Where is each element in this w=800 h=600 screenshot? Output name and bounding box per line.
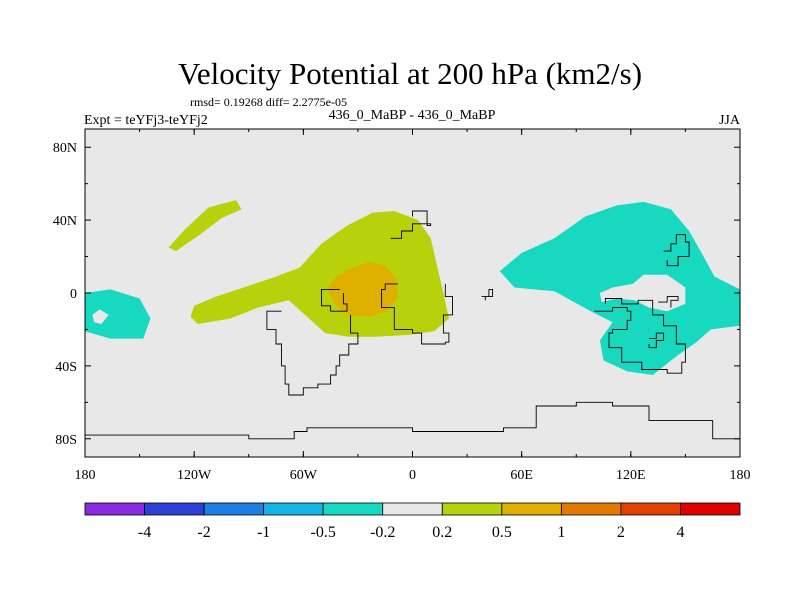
background-hole-east-pacific: [92, 309, 109, 324]
colorbar-box-6: [441, 502, 503, 516]
positive-region-south-america: [327, 262, 398, 317]
colorbar: [84, 502, 741, 516]
coastline-9: [481, 288, 494, 301]
coastline-4: [390, 210, 432, 239]
negative-region-dateline: [85, 289, 151, 339]
y-tick-label-0: 80N: [53, 141, 77, 156]
colorbar-box-7: [501, 502, 562, 516]
x-tick-label-4: 60E: [510, 468, 533, 483]
x-tick-labels: 180 120W 60W 0 60E 120E 180: [75, 468, 751, 483]
center-header: 436_0_MaBP - 436_0_MaBP: [329, 108, 496, 123]
colorbar-box-9: [620, 502, 681, 516]
positive-region-north-pacific: [168, 200, 242, 252]
right-header: JJA: [719, 113, 741, 128]
colorbar-box-1: [144, 502, 205, 516]
colorbar-box-8: [560, 502, 622, 516]
coastline-1: [266, 310, 359, 396]
stats-line: rmsd= 0.19268 diff= 2.2775e-05: [190, 95, 347, 109]
colorbar-label-0: -4: [138, 524, 151, 541]
coastline-layer: [85, 210, 740, 440]
colorbar-label-1: -2: [197, 524, 210, 541]
coastline-8: [658, 296, 679, 308]
y-tick-label-2: 0: [70, 287, 77, 302]
contour-fill-layer: [85, 200, 740, 375]
y-tick-label-3: 40S: [55, 360, 77, 375]
x-tick-label-3: 0: [409, 468, 416, 483]
axis-ticks: [84, 129, 741, 457]
x-tick-label-1: 120W: [177, 468, 212, 483]
x-tick-label-2: 60W: [290, 468, 318, 483]
colorbar-labels: -4 -2 -1 -0.5 -0.2 0.2 0.5 1 2 4: [138, 524, 685, 541]
colorbar-label-4: -0.2: [370, 524, 395, 541]
y-tick-label-1: 40N: [53, 214, 77, 229]
coastline-5: [594, 298, 686, 374]
y-tick-label-4: 80S: [55, 433, 77, 448]
colorbar-label-8: 2: [617, 524, 625, 541]
coastline-3: [381, 283, 453, 345]
colorbar-box-10: [680, 502, 741, 516]
colorbar-box-2: [203, 502, 265, 516]
colorbar-box-5: [382, 502, 443, 516]
x-tick-label-6: 180: [730, 468, 751, 483]
colorbar-label-2: -1: [257, 524, 270, 541]
chart-title: Velocity Potential at 200 hPa (km2/s): [178, 56, 642, 91]
colorbar-label-7: 1: [557, 524, 565, 541]
colorbar-box-0: [84, 502, 145, 516]
coastline-0: [85, 401, 740, 440]
colorbar-box-4: [322, 502, 384, 516]
colorbar-label-9: 4: [676, 524, 684, 541]
colorbar-box-3: [263, 502, 324, 516]
coastline-6: [648, 332, 665, 349]
colorbar-label-6: 0.5: [492, 524, 512, 541]
x-tick-label-5: 120E: [616, 468, 646, 483]
colorbar-label-5: 0.2: [432, 524, 452, 541]
y-tick-labels: 80N 40N 0 40S 80S: [53, 141, 77, 448]
coastline-7: [663, 234, 690, 267]
colorbar-label-3: -0.5: [311, 524, 336, 541]
x-tick-label-0: 180: [75, 468, 96, 483]
left-header: Expt = teYFj3-teYFj2: [84, 113, 208, 128]
coastline-2: [321, 288, 348, 312]
